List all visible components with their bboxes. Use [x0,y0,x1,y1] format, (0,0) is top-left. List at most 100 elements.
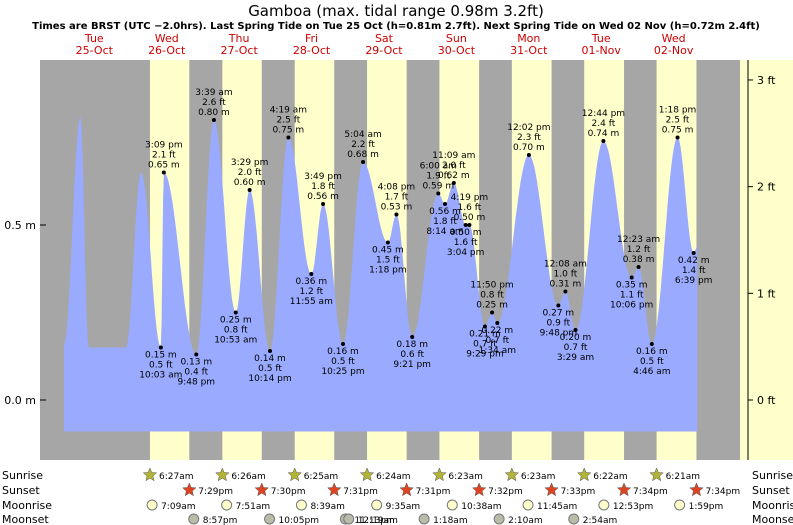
tide-point [385,240,390,245]
tide-height-m: 0.31 m [550,280,582,290]
moonset-time: 2:10am [508,516,542,525]
tide-height-ft: 0.7 ft [564,343,588,353]
tide-time: 9:48 pm [178,378,216,388]
tide-height-ft: 1.4 ft [682,266,706,276]
tide-time: 12:02 pm [507,123,550,133]
low-tide-label: 0.13 m0.4 ft9:48 pm [178,358,216,388]
tide-height-m: 0.75 m [273,126,305,136]
tide-point [194,352,199,357]
sunset-icon [471,482,487,497]
sunset-icon [326,482,342,497]
day-date: 02-Nov [654,44,694,57]
y-tick-label-ft: 3 ft [757,74,776,87]
tide-height-m: 0.21 m [469,330,501,340]
tide-time: 4:08 pm [378,183,416,193]
tide-height-m: 0.59 m [422,182,454,192]
tide-height-ft: 0.8 ft [480,291,504,301]
tide-height-ft: 1.1 ft [620,291,644,301]
tide-point [495,321,500,325]
tide-point [526,153,531,157]
tide-height-m: 0.13 m [180,358,212,368]
moonrise-icon [221,499,233,511]
sunset-time: 7:33pm [561,487,596,497]
tide-time: 3:39 am [195,88,232,98]
tide-time: 9:48 pm [540,329,578,339]
tide-time: 10:06 pm [610,301,653,311]
moonset-icon [418,513,430,525]
row-label-sunset: Sunset [2,484,40,497]
day-date: 28-Oct [293,44,331,57]
low-tide-label: 0.22 m0.7 ft1:34 am [479,326,516,356]
tide-height-m: 0.16 m [327,347,359,357]
tide-point [247,188,252,192]
tide-point [309,272,314,276]
row-label-right-moonset: Moonset [752,513,793,525]
row-label-sunrise: Sunrise [2,469,43,482]
tide-height-ft: 1.6 ft [454,238,478,248]
sunrise-icon [287,467,303,482]
high-tide-label: 12:08 am1.0 ft0.31 m [544,260,587,290]
tide-height-ft: 1.7 ft [385,193,409,203]
sunrise-icon [432,467,447,482]
tide-point [394,212,399,217]
sunset-time: 7:34pm [633,487,668,497]
day-of-week: Sat [375,32,394,45]
low-tide-label: 0.45 m1.5 ft1:18 pm [369,246,407,276]
tide-height-ft: 2.4 ft [592,119,616,129]
tide-height-m: 0.62 m [438,171,470,181]
axis-strip [740,60,793,460]
tide-point [451,181,456,185]
tide-height-m: 0.27 m [543,309,575,319]
sunrise-time: 6:23am [521,472,556,482]
tide-height-m: 0.45 m [372,246,404,256]
tide-height-m: 0.22 m [481,326,513,336]
sunset-time: 7:34pm [705,487,740,497]
moonrise-icon [446,499,458,511]
y-tick-label-m: 0.0 m [4,394,36,407]
tide-time: 11:09 am [432,151,475,161]
moonrise-time: 9:35am [386,502,421,512]
day-date: 29-Oct [365,44,403,57]
tide-height-m: 0.35 m [616,281,648,291]
high-tide-label: 1:18 pm2.5 ft0.75 m [659,106,697,136]
tide-height-m: 0.14 m [254,354,286,364]
moonset-time: 12:19am [358,516,398,525]
moonrise-icon [371,499,383,511]
tide-height-m: 0.75 m [662,126,694,136]
tide-time: 1:18 pm [369,266,407,276]
day-date: 31-Oct [510,44,548,57]
tide-height-ft: 2.5 ft [666,116,690,126]
sunset-icon [544,482,559,497]
row-label-right-sunrise: Sunrise [752,469,793,482]
sunset-icon [689,482,704,497]
tide-height-ft: 0.9 ft [547,319,571,329]
tide-time: 12:08 am [544,260,587,270]
row-label-moonrise: Moonrise [2,499,52,512]
tide-height-m: 0.68 m [347,150,379,160]
moonset-time: 2:54am [583,516,618,525]
tide-area [64,116,698,432]
day-date: 30-Oct [438,44,476,57]
tide-height-ft: 1.6 ft [458,203,482,213]
tide-height-ft: 0.6 ft [400,350,424,360]
tide-time: 12:44 pm [582,109,625,119]
y-tick-label-ft: 2 ft [757,181,776,194]
tide-height-m: 0.74 m [588,129,620,139]
tide-time: 4:19 am [270,106,307,116]
tide-height-ft: 2.5 ft [277,116,301,126]
high-tide-label: 12:23 am1.2 ft0.38 m [617,235,660,265]
high-tide-label: 4:19 am2.5 ft0.75 m [270,106,307,136]
day-date: 27-Oct [220,44,258,57]
tide-time: 3:29 pm [231,158,269,168]
day-date: 01-Nov [581,44,621,57]
tide-time: 10:14 pm [248,374,291,384]
tide-height-ft: 1.9 ft [426,172,450,182]
high-tide-label: 12:44 pm2.4 ft0.74 m [582,109,625,139]
tide-point [490,310,495,315]
tide-point [161,170,166,175]
day-of-week: Mon [517,32,540,45]
tide-time: 9:29 pm [466,350,504,360]
